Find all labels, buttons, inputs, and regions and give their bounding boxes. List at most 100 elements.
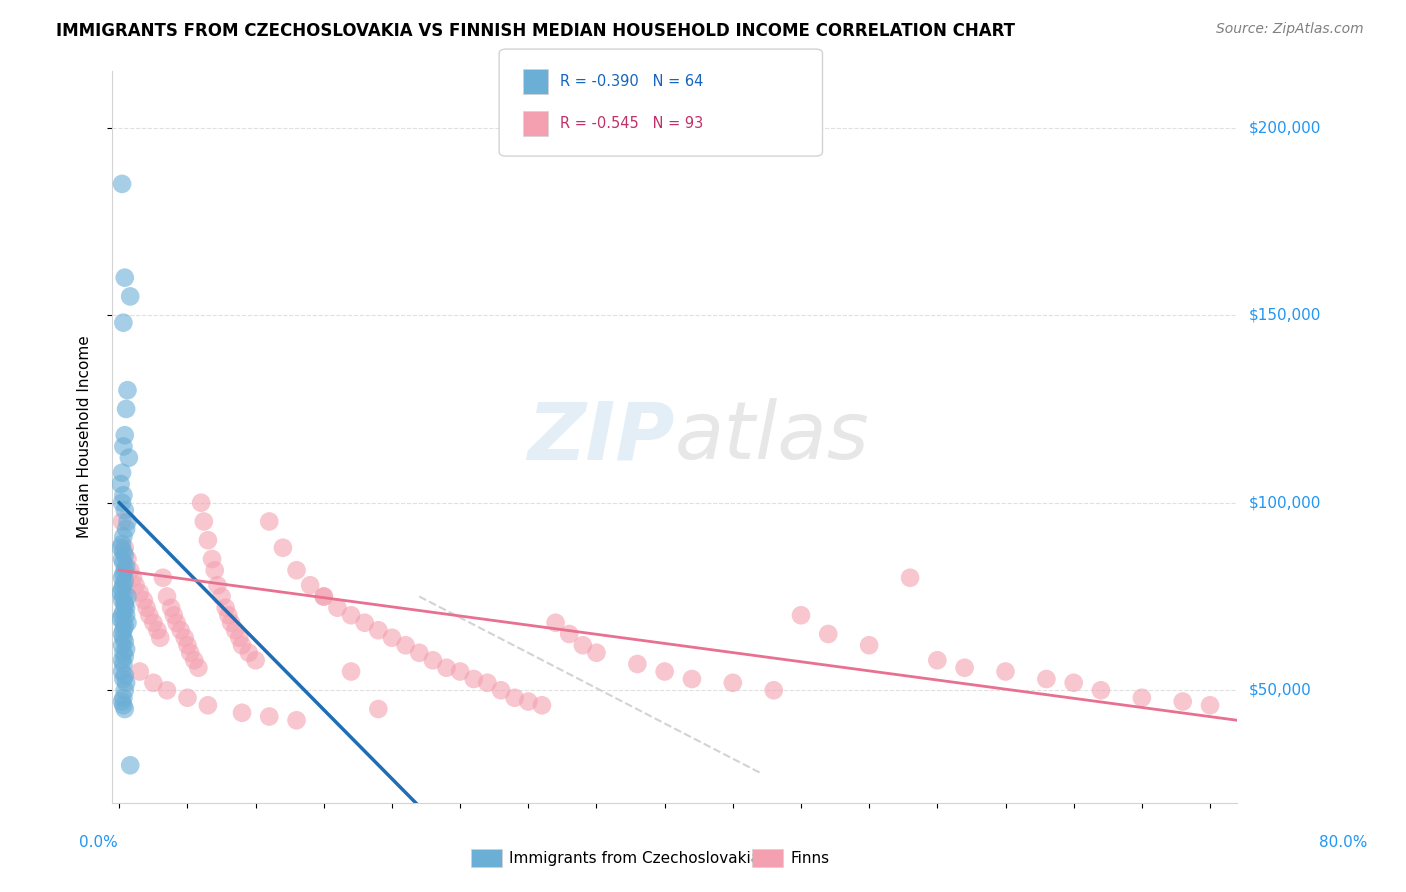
Point [271, 541, 294, 555]
Point [122, 571, 145, 585]
Point [132, 593, 155, 607]
Point [762, 683, 785, 698]
Point [110, 477, 132, 491]
Point [1063, 675, 1085, 690]
Point [152, 571, 174, 585]
Point [790, 608, 813, 623]
Point [1035, 672, 1057, 686]
Point [111, 466, 134, 480]
Point [115, 675, 138, 690]
Point [114, 541, 136, 555]
Point [111, 694, 134, 708]
Point [219, 615, 242, 630]
Point [477, 675, 499, 690]
Point [114, 683, 136, 698]
Point [173, 631, 195, 645]
Point [163, 608, 186, 623]
Point [312, 590, 335, 604]
Point [114, 597, 136, 611]
Point [117, 615, 139, 630]
Point [112, 690, 135, 705]
Point [408, 646, 430, 660]
Point [111, 593, 134, 607]
Point [112, 316, 135, 330]
Point [176, 690, 198, 705]
Point [953, 661, 976, 675]
Text: R = -0.545   N = 93: R = -0.545 N = 93 [560, 116, 703, 130]
Point [285, 563, 308, 577]
Point [340, 665, 363, 679]
Point [115, 642, 138, 657]
Point [114, 634, 136, 648]
Point [114, 548, 136, 562]
Point [112, 605, 135, 619]
Point [259, 515, 281, 529]
Y-axis label: Median Household Income: Median Household Income [77, 335, 91, 539]
Point [340, 608, 363, 623]
Point [166, 615, 188, 630]
Point [994, 665, 1017, 679]
Point [817, 627, 839, 641]
Point [190, 496, 212, 510]
Point [503, 690, 526, 705]
Point [353, 615, 375, 630]
Point [114, 597, 136, 611]
Point [169, 624, 191, 638]
Point [117, 515, 139, 529]
Point [114, 649, 136, 664]
Text: Finns: Finns [790, 851, 830, 865]
Point [114, 563, 136, 577]
Point [259, 709, 281, 723]
Point [245, 653, 267, 667]
Point [898, 571, 921, 585]
Point [228, 631, 250, 645]
Point [394, 638, 416, 652]
Point [112, 488, 135, 502]
Point [128, 586, 150, 600]
Point [312, 590, 335, 604]
Point [681, 672, 703, 686]
Point [214, 600, 236, 615]
Point [112, 566, 135, 581]
Point [422, 653, 444, 667]
Point [176, 638, 198, 652]
Point [207, 578, 229, 592]
Point [124, 578, 146, 592]
Point [517, 694, 540, 708]
Point [111, 515, 134, 529]
Point [224, 624, 246, 638]
Point [117, 383, 139, 397]
Point [197, 533, 219, 548]
Text: $150,000: $150,000 [1249, 308, 1320, 323]
Text: IMMIGRANTS FROM CZECHOSLOVAKIA VS FINNISH MEDIAN HOUSEHOLD INCOME CORRELATION CH: IMMIGRANTS FROM CZECHOSLOVAKIA VS FINNIS… [56, 22, 1015, 40]
Point [111, 653, 134, 667]
Point [1199, 698, 1222, 713]
Text: 80.0%: 80.0% [1319, 836, 1367, 850]
Point [111, 608, 134, 623]
Text: ZIP: ZIP [527, 398, 675, 476]
Text: Immigrants from Czechoslovakia: Immigrants from Czechoslovakia [509, 851, 761, 865]
Point [114, 668, 136, 682]
Point [285, 713, 308, 727]
Point [112, 440, 135, 454]
Point [156, 590, 179, 604]
Point [585, 646, 607, 660]
Text: 0.0%: 0.0% [79, 836, 118, 850]
Point [160, 600, 183, 615]
Point [114, 503, 136, 517]
Point [115, 608, 138, 623]
Point [201, 552, 224, 566]
Point [128, 665, 150, 679]
Point [112, 624, 135, 638]
Point [149, 631, 172, 645]
Point [367, 702, 389, 716]
Point [115, 600, 138, 615]
Point [111, 627, 134, 641]
Point [231, 638, 253, 652]
Point [120, 758, 142, 772]
Point [211, 590, 233, 604]
Point [115, 522, 138, 536]
Point [146, 624, 169, 638]
Point [231, 706, 253, 720]
Point [110, 612, 132, 626]
